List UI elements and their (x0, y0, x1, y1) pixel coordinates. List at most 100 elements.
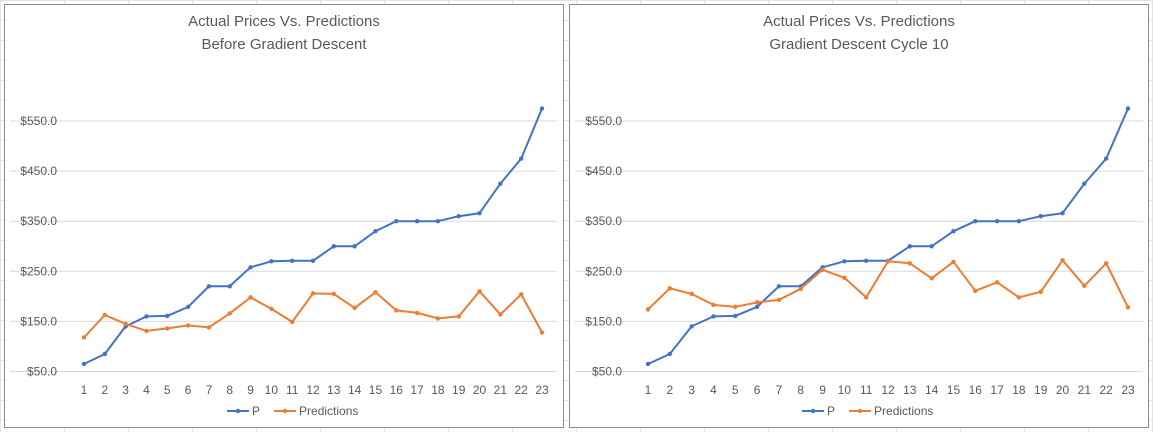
data-point (994, 280, 1000, 285)
data-point (711, 302, 716, 308)
data-point (645, 307, 651, 312)
x-tick-label: 4 (710, 383, 717, 397)
data-point (842, 275, 847, 281)
x-tick-label: 18 (431, 383, 445, 397)
x-tick-label: 9 (819, 383, 826, 397)
data-point (373, 229, 378, 234)
data-point (994, 219, 1000, 224)
data-point (456, 314, 461, 319)
data-point (929, 244, 934, 249)
chart-title: Actual Prices Vs. Predictions (763, 13, 955, 30)
x-tick-label: 11 (860, 383, 873, 397)
legend-marker (235, 408, 241, 414)
data-point (667, 351, 673, 357)
data-point (689, 291, 694, 297)
y-tick-label: $450.0 (20, 164, 57, 178)
data-point (754, 304, 760, 310)
data-point (1103, 261, 1109, 266)
x-tick-label: 18 (1012, 383, 1026, 397)
y-tick-label: $250.0 (20, 264, 57, 278)
data-point (310, 258, 316, 263)
legend-label: Predictions (299, 404, 358, 418)
plot-area: $50.0$150.0$250.0$350.0$450.0$550.01 2 3 4 5… (10, 106, 557, 397)
y-tick-label: $350.0 (585, 214, 622, 228)
legend-label: Predictions (874, 404, 933, 418)
data-point (689, 324, 694, 329)
data-point (1038, 214, 1043, 219)
x-tick-label: 21 (494, 383, 508, 397)
data-point (352, 305, 357, 311)
data-point (102, 312, 108, 318)
x-tick-label: 1 (81, 383, 88, 397)
x-tick-label: 11 (286, 383, 299, 397)
data-point (435, 219, 441, 224)
data-point (144, 314, 149, 319)
data-point (414, 219, 420, 224)
y-tick-label: $350.0 (20, 214, 57, 228)
series-line-p (83, 108, 543, 365)
data-point (227, 311, 232, 316)
x-tick-label: 23 (535, 383, 549, 397)
data-point (1060, 258, 1065, 263)
data-point (973, 219, 978, 224)
data-point (331, 244, 337, 249)
data-point (227, 284, 232, 289)
data-point (1016, 295, 1022, 300)
data-point (435, 316, 441, 321)
data-point (733, 304, 738, 310)
data-point (414, 310, 420, 316)
data-point (81, 361, 87, 367)
x-tick-label: 9 (247, 383, 254, 397)
data-point (539, 106, 545, 111)
data-point (331, 291, 337, 297)
x-tick-label: 20 (1056, 383, 1070, 397)
legend-item-predictions: Predictions (849, 404, 933, 418)
data-point (863, 258, 869, 263)
x-tick-label: 13 (327, 383, 341, 397)
data-point (394, 308, 399, 313)
data-point (776, 297, 782, 303)
x-tick-label: 8 (226, 383, 233, 397)
x-tick-label: 17 (990, 383, 1004, 397)
data-point (269, 259, 274, 264)
chart-title: Actual Prices Vs. Predictions (188, 13, 380, 30)
data-point (733, 313, 738, 319)
x-tick-label: 3 (122, 383, 129, 397)
x-tick-label: 22 (1100, 383, 1114, 397)
data-point (907, 244, 913, 249)
data-point (1060, 210, 1065, 216)
data-point (842, 259, 847, 264)
data-point (206, 325, 212, 330)
data-point (248, 265, 253, 270)
x-tick-label: 2 (101, 383, 108, 397)
x-tick-label: 2 (666, 383, 673, 397)
data-point (1082, 283, 1087, 289)
data-point (951, 229, 956, 234)
legend: P Predictions (227, 404, 358, 418)
x-tick-label: 16 (390, 383, 404, 397)
chart-subtitle: Gradient Descent Cycle 10 (769, 36, 948, 53)
x-tick-label: 15 (947, 383, 961, 397)
x-tick-label: 16 (969, 383, 983, 397)
chart-gradient-descent-cycle-10[interactable]: Actual Prices Vs. Predictions Gradient D… (569, 4, 1149, 428)
legend-item-predictions: Predictions (274, 404, 358, 418)
x-tick-label: 19 (452, 383, 466, 397)
series-line-p (647, 108, 1129, 365)
x-tick-label: 14 (925, 383, 939, 397)
data-point (185, 323, 191, 328)
data-point (1125, 106, 1131, 111)
x-tick-label: 15 (369, 383, 383, 397)
data-point (456, 214, 461, 219)
x-tick-label: 12 (881, 383, 895, 397)
data-point (1016, 219, 1022, 224)
data-point (667, 286, 673, 291)
data-point (929, 276, 934, 281)
data-point (798, 286, 803, 292)
x-tick-label: 20 (473, 383, 487, 397)
chart-subtitle: Before Gradient Descent (201, 36, 367, 53)
chart-before-gradient-descent[interactable]: Actual Prices Vs. Predictions Before Gra… (4, 4, 564, 428)
data-point (1038, 289, 1043, 295)
y-tick-label: $450.0 (585, 164, 622, 178)
x-tick-label: 3 (688, 383, 695, 397)
x-tick-label: 23 (1121, 383, 1135, 397)
